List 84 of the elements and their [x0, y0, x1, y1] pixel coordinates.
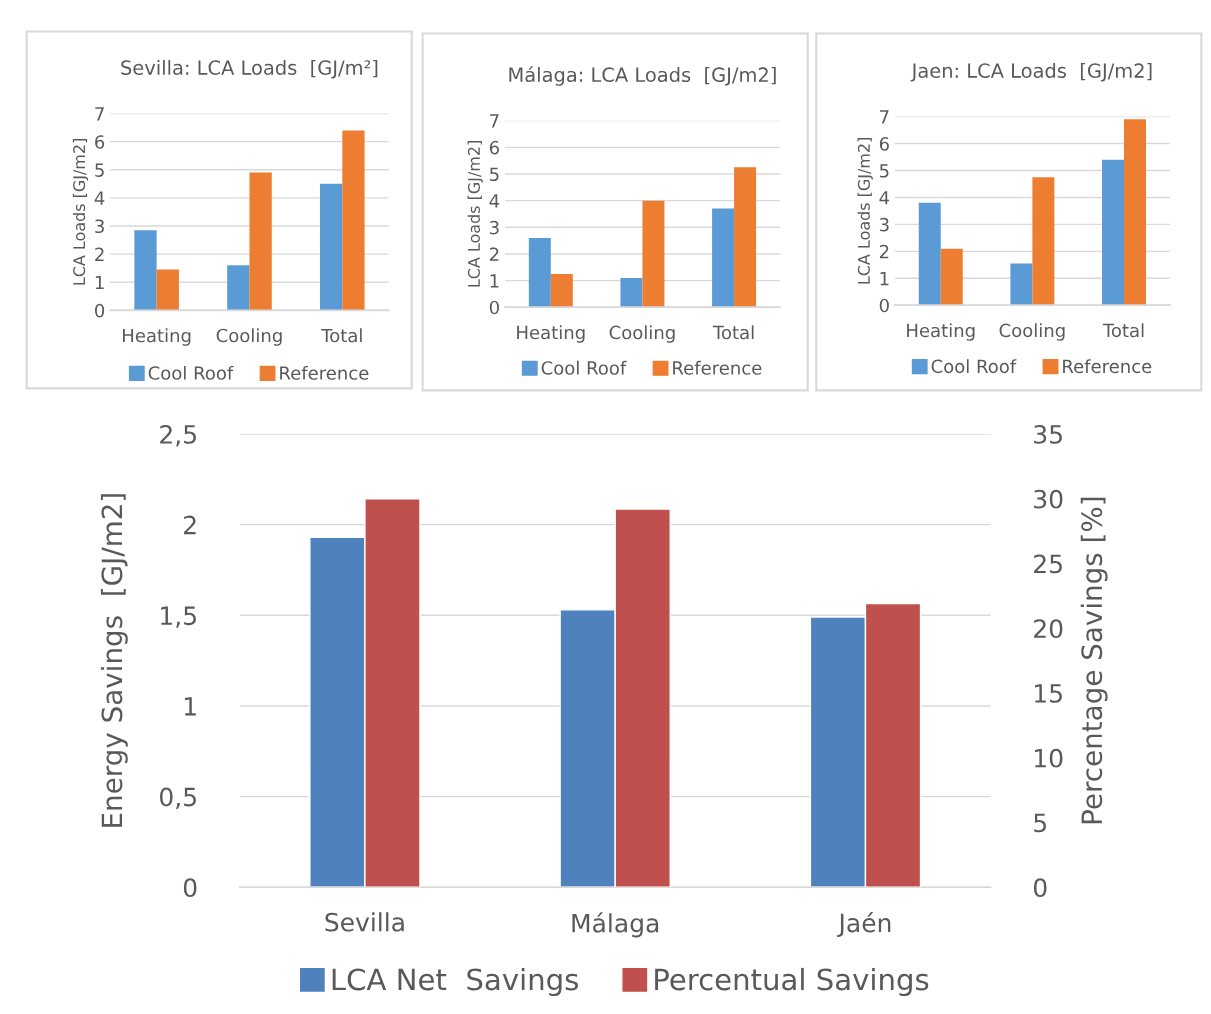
y-tick-label: 3 [490, 220, 499, 235]
legend-label: LCA Net Savings [332, 967, 578, 997]
bar [528, 237, 551, 308]
y-tick-label: 2,5 [160, 424, 196, 447]
y2-tick-label: 5 [1034, 813, 1046, 833]
y-tick-label: 4 [94, 191, 105, 205]
bar [1102, 159, 1125, 306]
y-tick-label: 1 [880, 271, 889, 286]
y-tick-label: 1,5 [161, 606, 196, 628]
bar [550, 273, 573, 308]
y-tick-label: 2 [184, 515, 196, 535]
bar [918, 202, 941, 306]
y-tick-label: 7 [490, 114, 499, 128]
y-tick-label: 7 [880, 110, 889, 124]
y-tick-label: 0 [489, 300, 499, 315]
y-tick-label: 1 [184, 697, 196, 716]
x-tick-label: Jaén [837, 912, 891, 938]
y-tick-label: 6 [95, 135, 105, 149]
chart-title: Sevilla: LCA Loads [GJ/m²] [121, 59, 378, 79]
y2-tick-label: 0 [1033, 878, 1047, 898]
bar [156, 269, 179, 311]
legend-label: Reference [673, 360, 762, 375]
bar [134, 230, 157, 311]
y-tick-label: 0 [183, 878, 197, 898]
chart-title: Málaga: LCA Loads [GJ/m2] [509, 66, 776, 86]
y-tick-label: 6 [879, 137, 889, 151]
y-tick-label: 7 [95, 107, 104, 121]
y-tick-label: 5 [490, 167, 499, 182]
y2-tick-label: 20 [1034, 619, 1063, 639]
y-tick-label: 1 [490, 274, 499, 288]
y2-tick-label: 10 [1035, 748, 1063, 768]
y-axis-title: Energy Savings [GJ/m2] [100, 494, 128, 827]
bar [734, 167, 757, 308]
bar [1124, 119, 1146, 306]
x-tick-label: Cooling [999, 323, 1065, 341]
y-axis-title: LCA Loads [GJ/m2] [467, 141, 483, 287]
y2-axis-title: Percentage Savings [%] [1080, 497, 1108, 824]
x-tick-label: Heating [907, 323, 975, 341]
y-tick-label: 2 [489, 247, 499, 261]
bar [342, 130, 365, 311]
x-tick-label: Málaga [572, 912, 659, 938]
chart-title: Jaen: LCA Loads [GJ/m2] [910, 62, 1152, 82]
legend-label: Cool Roof [931, 359, 1017, 374]
bar [940, 248, 963, 306]
x-tick-label: Total [1102, 323, 1144, 338]
x-tick-label: Total [712, 325, 754, 340]
y2-tick-label: 35 [1034, 424, 1062, 444]
x-tick-label: Heating [123, 328, 191, 346]
x-tick-label: Cooling [609, 325, 675, 343]
x-tick-label: Heating [517, 325, 585, 343]
legend-label: Cool Roof [148, 365, 234, 380]
bar [1010, 263, 1033, 306]
y-tick-label: 2 [879, 244, 889, 259]
y-tick-label: 6 [489, 140, 499, 155]
y-axis-title: LCA Loads [GJ/m2] [857, 138, 873, 284]
bar [1032, 177, 1055, 306]
bar [249, 172, 272, 311]
legend-label: Reference [1063, 359, 1152, 374]
y-tick-label: 0 [879, 298, 889, 313]
bar [712, 208, 735, 308]
x-tick-label: Total [321, 328, 362, 343]
y-tick-label: 0 [95, 303, 105, 318]
y-tick-label: 3 [879, 217, 889, 232]
y-tick-label: 3 [95, 219, 104, 234]
y2-tick-label: 15 [1035, 684, 1062, 703]
y-tick-label: 5 [95, 163, 104, 177]
legend-label: Reference [280, 365, 369, 380]
y-axis-title: LCA Loads [GJ/m2] [72, 139, 89, 285]
bar [227, 265, 250, 311]
y2-tick-label: 30 [1034, 489, 1063, 509]
bar [620, 277, 643, 308]
y-tick-label: 0,5 [160, 787, 196, 809]
x-tick-label: Sevilla [325, 912, 404, 932]
y-tick-label: 1 [95, 275, 104, 290]
y-tick-label: 4 [879, 191, 890, 205]
x-tick-label: Cooling [216, 328, 282, 346]
y2-tick-label: 25 [1034, 554, 1062, 574]
y-tick-label: 5 [879, 164, 889, 178]
y-tick-label: 4 [489, 194, 500, 208]
y-tick-label: 2 [95, 247, 104, 261]
bar [320, 183, 343, 311]
legend-label: Cool Roof [541, 360, 627, 375]
legend-label: Percentual Savings [655, 967, 929, 997]
bar [642, 200, 665, 308]
